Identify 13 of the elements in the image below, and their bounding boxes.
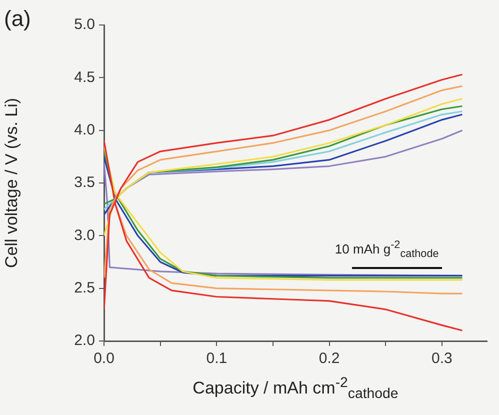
- y-axis-title: Cell voltage / V (vs. Li): [2, 98, 21, 268]
- y-tick-label: 3.0: [74, 226, 95, 244]
- text: (a): [4, 6, 31, 32]
- x-tick-label: 0.1: [206, 350, 228, 368]
- y-tick-label: 3.5: [74, 174, 95, 192]
- x-tick-label: 0.2: [318, 350, 340, 368]
- y-tick-label: 4.5: [74, 68, 95, 86]
- x-tick-label: 0.3: [432, 350, 452, 368]
- y-tick-label: 4.0: [74, 121, 95, 138]
- y-tick-label: 2.5: [74, 279, 95, 296]
- x-tick-label: 0.0: [94, 350, 114, 368]
- y-tick-label: 5.0: [74, 16, 95, 34]
- y-tick-label: 2.0: [74, 332, 95, 350]
